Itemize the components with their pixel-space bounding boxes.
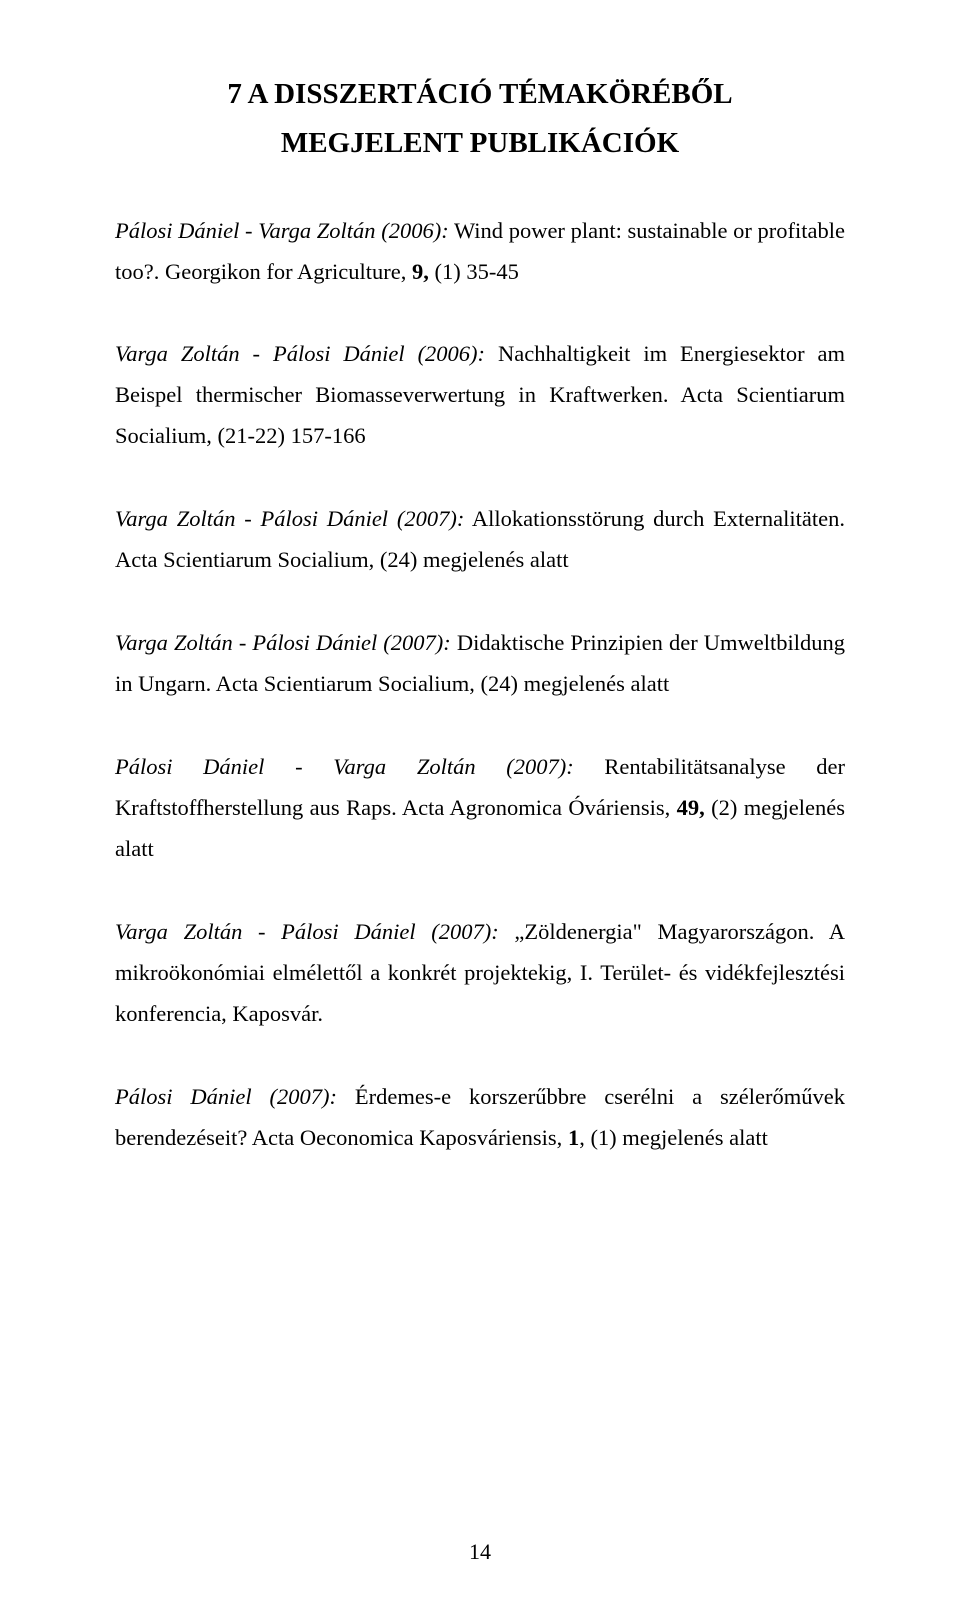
- entry-volume: 49,: [677, 795, 705, 820]
- entry-text: , (1) megjelenés alatt: [579, 1125, 768, 1150]
- publication-entry: Varga Zoltán - Pálosi Dániel (2007): Did…: [115, 623, 845, 705]
- entry-authors: Varga Zoltán - Pálosi Dániel (2007):: [115, 506, 464, 531]
- entry-volume: 1: [568, 1125, 579, 1150]
- entry-authors: Varga Zoltán - Pálosi Dániel (2006):: [115, 341, 485, 366]
- entry-text: (1) 35-45: [429, 259, 519, 284]
- publication-entry: Varga Zoltán - Pálosi Dániel (2006): Nac…: [115, 334, 845, 457]
- entry-authors: Pálosi Dániel (2007):: [115, 1084, 337, 1109]
- section-heading: 7 A DISSZERTÁCIÓ TÉMAKÖRÉBŐL MEGJELENT P…: [115, 70, 845, 169]
- entry-volume: 9,: [412, 259, 429, 284]
- entry-authors: Pálosi Dániel - Varga Zoltán (2006):: [115, 218, 449, 243]
- entry-authors: Varga Zoltán - Pálosi Dániel (2007):: [115, 919, 499, 944]
- publication-entry: Varga Zoltán - Pálosi Dániel (2007): „Zö…: [115, 912, 845, 1035]
- page: 7 A DISSZERTÁCIÓ TÉMAKÖRÉBŐL MEGJELENT P…: [0, 0, 960, 1605]
- entry-authors: Pálosi Dániel - Varga Zoltán (2007):: [115, 754, 574, 779]
- publication-entry: Pálosi Dániel - Varga Zoltán (2007): Ren…: [115, 747, 845, 870]
- publication-entry: Pálosi Dániel - Varga Zoltán (2006): Win…: [115, 211, 845, 293]
- page-number: 14: [0, 1539, 960, 1565]
- heading-line-2: MEGJELENT PUBLIKÁCIÓK: [281, 127, 679, 159]
- publication-entry: Varga Zoltán - Pálosi Dániel (2007): All…: [115, 499, 845, 581]
- entry-authors: Varga Zoltán - Pálosi Dániel (2007):: [115, 630, 451, 655]
- publication-entry: Pálosi Dániel (2007): Érdemes-e korszerű…: [115, 1077, 845, 1159]
- heading-line-1: 7 A DISSZERTÁCIÓ TÉMAKÖRÉBŐL: [227, 78, 732, 110]
